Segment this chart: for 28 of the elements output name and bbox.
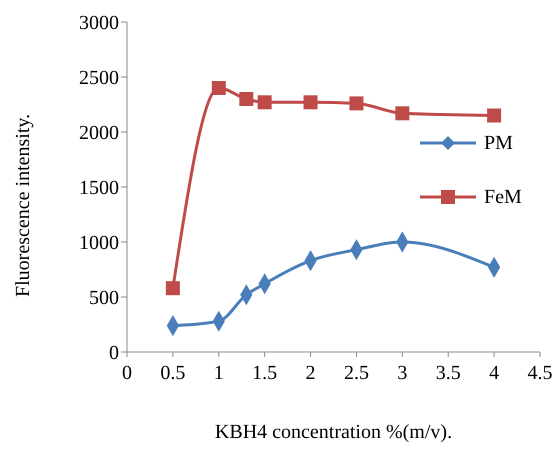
x-tick-label: 1.5 (252, 362, 278, 384)
point (395, 106, 410, 120)
point (258, 95, 272, 110)
point (239, 92, 254, 106)
legend-label: FeM (484, 186, 522, 208)
point (304, 95, 318, 110)
x-tick-label: 4.5 (528, 362, 552, 384)
y-tick-label: 500 (89, 287, 119, 310)
x-tick-label: 3 (397, 362, 408, 384)
y-tick-label: 1000 (79, 232, 119, 254)
point (487, 108, 502, 122)
point (166, 281, 180, 296)
y-tick-label: 3000 (79, 12, 119, 34)
x-tick-label: 3.5 (436, 362, 461, 384)
x-tick-label: 0.5 (160, 362, 186, 384)
y-tick-label: 1500 (79, 177, 119, 200)
x-tick-label: 4 (489, 362, 500, 384)
x-tick-label: 1 (214, 362, 224, 384)
x-tick-label: 2.5 (344, 362, 369, 384)
y-tick-label: 2000 (79, 122, 119, 144)
legend-label: PM (484, 132, 513, 154)
point (212, 81, 226, 95)
y-tick-label: 0 (109, 342, 119, 364)
y-axis-title: Fluorescence intensity. (12, 114, 34, 297)
point (349, 96, 364, 110)
x-tick-label: 2 (306, 362, 316, 384)
x-axis-title: KBH4 concentration %(m/v). (214, 421, 452, 443)
y-tick-label: 2500 (79, 67, 119, 90)
